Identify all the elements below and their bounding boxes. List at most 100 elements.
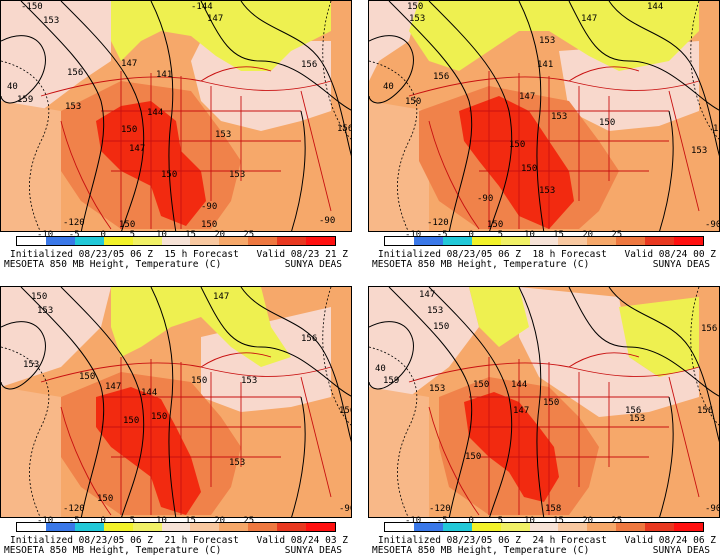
contour-label: 150 bbox=[407, 2, 423, 12]
colorbar-tick-label: 10 bbox=[524, 516, 535, 526]
contour-label: 150 bbox=[599, 118, 615, 128]
contour-label: 153 bbox=[23, 360, 39, 370]
contour-label: 147 bbox=[419, 290, 435, 300]
colorbar-tick-label: 15 bbox=[185, 230, 196, 240]
height-contour bbox=[20, 1, 105, 231]
height-contour bbox=[518, 287, 545, 517]
contour-label: 147 bbox=[121, 59, 137, 69]
colorbar-swatch bbox=[385, 237, 414, 245]
height-contour bbox=[428, 287, 513, 517]
temperature-contour bbox=[690, 287, 719, 426]
height-contour bbox=[291, 396, 306, 517]
colorbar-swatch bbox=[616, 523, 646, 531]
contour-label: 141 bbox=[156, 70, 172, 80]
contour-label: 153 bbox=[429, 384, 445, 394]
cool-region bbox=[369, 287, 699, 417]
boundary-line bbox=[40, 76, 332, 97]
forecast-panel-4: 147 153 150 156 159 40 153 150 147 144 150 156 153 15… bbox=[368, 286, 720, 556]
source-label: SUNYA DEAS bbox=[284, 259, 342, 270]
colorbar-tick-label: 5 bbox=[129, 230, 136, 240]
contour-label: 153 bbox=[409, 14, 425, 24]
colorbar-swatch bbox=[587, 237, 617, 245]
colorbar-swatch bbox=[161, 237, 191, 245]
contour-label: 150 bbox=[151, 412, 167, 422]
contour-label: 40 bbox=[7, 82, 18, 92]
colorbar-swatch bbox=[674, 523, 703, 531]
contour-label: -90 bbox=[477, 194, 493, 204]
contour-label: 156 bbox=[301, 334, 317, 344]
contour-label: 156 bbox=[713, 124, 720, 134]
colorbar-swatch bbox=[45, 237, 75, 245]
colorbar-labels: -10 -5 0 5 10 15 20 25 bbox=[16, 516, 336, 527]
mild-region bbox=[369, 387, 429, 517]
temperature-contour bbox=[369, 60, 418, 231]
model-title: MESOETA 850 MB Height, Temperature (C) bbox=[372, 545, 590, 556]
height-contour bbox=[150, 287, 177, 517]
temperature-colorbar bbox=[384, 236, 704, 246]
hot-region bbox=[459, 96, 574, 229]
cool-region bbox=[1, 1, 331, 131]
cool-region bbox=[369, 1, 699, 131]
forecast-panel-1: -150 153 -144 147 147 141 156 159 40 153 156 144 153… bbox=[0, 0, 352, 270]
contour-label: 156 bbox=[339, 406, 352, 416]
colorbar-swatch bbox=[17, 237, 46, 245]
contour-label: 150 bbox=[201, 220, 217, 230]
colorbar-labels: -10 -5 0 5 10 15 20 25 bbox=[384, 516, 704, 527]
temperature-colorbar bbox=[384, 522, 704, 532]
colorbar-swatch bbox=[103, 523, 133, 531]
contour-label: -120 bbox=[63, 504, 85, 514]
forecast-panel-2: 150 153 147 144 153 141 156 40 150 153 150 147 150 15… bbox=[368, 0, 720, 270]
boundary-line bbox=[200, 66, 272, 82]
colorbar-swatch bbox=[132, 523, 162, 531]
source-label: SUNYA DEAS bbox=[284, 545, 342, 556]
contour-label: -90 bbox=[339, 504, 352, 514]
contour-label: 40 bbox=[383, 82, 394, 92]
colorbar-tick-label: 0 bbox=[468, 230, 474, 240]
map-frame: 150 153 147 144 153 141 156 40 150 153 150 147 150 15… bbox=[368, 0, 720, 232]
height-contour bbox=[369, 35, 414, 104]
mild-region bbox=[1, 101, 61, 231]
colorbar-tick-label: 0 bbox=[100, 516, 106, 526]
height-contour bbox=[60, 1, 145, 231]
contour-label: 153 bbox=[229, 170, 245, 180]
colorbar-swatch bbox=[161, 523, 191, 531]
colorbar-swatch bbox=[500, 523, 530, 531]
colorbar-swatch bbox=[190, 523, 220, 531]
colorbar-swatch bbox=[442, 523, 472, 531]
init-forecast-line: Initialized 08/23/05 06 Z 18 h Forecast V… bbox=[378, 249, 718, 260]
colorbar-swatch bbox=[132, 237, 162, 245]
height-contour bbox=[388, 287, 473, 517]
colorbar-tick-label: 0 bbox=[100, 230, 106, 240]
contour-label: -144 bbox=[191, 2, 213, 12]
colorbar-tick-label: 5 bbox=[497, 230, 504, 240]
boundary-line bbox=[300, 90, 332, 212]
contour-label: 150 bbox=[121, 125, 137, 135]
colorbar-swatch bbox=[74, 523, 104, 531]
colorbar-tick-label: 10 bbox=[524, 230, 535, 240]
colorbar-labels: -10 -5 0 5 10 15 20 25 bbox=[384, 230, 704, 241]
valid-time: Valid 08/23 21 Z bbox=[256, 249, 348, 260]
colorbar-tick-label: 15 bbox=[553, 516, 564, 526]
height-contour bbox=[518, 1, 545, 231]
colorbar-tick-label: 5 bbox=[497, 516, 504, 526]
forecast-hour: 21 h Forecast bbox=[164, 535, 239, 546]
contour-label: 156 bbox=[337, 124, 352, 134]
height-contour bbox=[568, 1, 719, 111]
colorbar-tick-label: 25 bbox=[243, 230, 255, 240]
colorbar-swatch bbox=[248, 523, 278, 531]
contour-label: 150 bbox=[509, 140, 525, 150]
boundary-line bbox=[40, 362, 332, 383]
colorbar-labels: -10 -5 0 5 10 15 20 25 bbox=[16, 230, 336, 241]
contour-label: 159 bbox=[383, 376, 399, 386]
contour-label: 150 bbox=[161, 170, 177, 180]
colorbar-tick-label: 0 bbox=[468, 516, 474, 526]
colorbar-swatch bbox=[645, 523, 675, 531]
model-title: MESOETA 850 MB Height, Temperature (C) bbox=[4, 545, 222, 556]
boundary-line bbox=[568, 352, 640, 368]
height-contour bbox=[60, 287, 145, 517]
contour-label: 153 bbox=[427, 306, 443, 316]
contour-label: 156 bbox=[433, 72, 449, 82]
contour-label: -90 bbox=[705, 504, 720, 514]
map-frame: 147 153 150 156 159 40 153 150 147 144 150 156 153 15… bbox=[368, 286, 720, 518]
height-contour bbox=[568, 287, 719, 397]
